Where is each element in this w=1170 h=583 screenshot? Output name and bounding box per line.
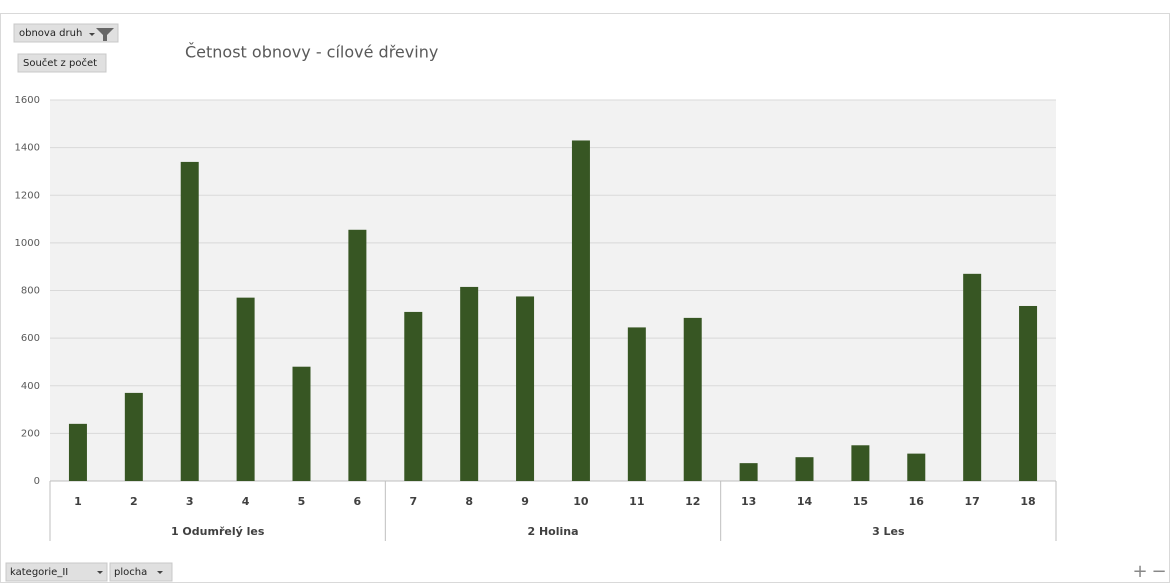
bar [236,297,255,481]
x-tick-label: 12 [685,495,700,508]
dropdown-arrow [157,571,163,574]
x-tick-label: 7 [409,495,417,508]
button-bg [17,53,107,73]
x-tick-label: 18 [1020,495,1035,508]
bar [516,296,535,481]
bar [851,445,870,481]
group-label: 1 Odumřelý les [171,525,265,538]
bar [683,317,702,481]
y-tick-label: 0 [34,476,40,487]
bar [180,161,199,481]
dropdown-arrow [89,33,95,36]
x-tick-label: 14 [797,495,813,508]
bar [627,327,646,481]
button-bg [13,23,119,43]
x-tick-label: 13 [741,495,756,508]
y-tick-label: 400 [21,381,40,392]
axis-field-button[interactable]: kategorie_II [5,562,108,582]
button-label: Součet z počet [23,57,97,69]
x-tick-label: 3 [186,495,194,508]
x-tick-label: 11 [629,495,644,508]
bar [795,457,814,481]
filter-button[interactable]: obnova druh [13,23,119,43]
bar [124,392,143,481]
button-bg [5,562,108,582]
value-button[interactable]: Součet z počet [17,53,107,73]
x-tick-label: 17 [965,495,980,508]
y-tick-label: 1600 [15,95,40,106]
y-tick-label: 1200 [15,190,40,201]
bar [907,453,926,481]
bar [739,463,758,481]
x-tick-label: 15 [853,495,868,508]
zoom-out[interactable]: − [1151,561,1166,582]
button-bg [109,562,173,582]
bar [571,140,590,481]
x-tick-label: 8 [465,495,473,508]
x-tick-label: 2 [130,495,138,508]
y-tick-label: 600 [21,333,40,344]
x-tick-label: 5 [298,495,306,508]
bar [404,311,423,481]
x-tick-label: 10 [573,495,589,508]
bar [963,273,982,481]
y-tick-label: 200 [21,428,40,439]
x-tick-label: 16 [909,495,925,508]
x-tick-label: 9 [521,495,529,508]
button-label: plocha [114,567,147,578]
x-tick-label: 6 [354,495,362,508]
group-label: 3 Les [872,525,905,538]
y-tick-label: 800 [21,286,40,297]
bar [292,366,311,481]
button-label: obnova druh [19,28,82,39]
bar [348,229,367,481]
bar [1019,305,1038,481]
axis-field-button[interactable]: plocha [109,562,173,582]
y-tick-label: 1400 [15,143,40,154]
zoom-in[interactable]: + [1132,561,1147,582]
x-tick-label: 1 [74,495,82,508]
chart-title: Četnost obnovy - cílové dřeviny [185,43,438,62]
bar [68,423,87,481]
button-label: kategorie_II [10,567,68,578]
y-tick-label: 1000 [15,238,40,249]
group-label: 2 Holina [527,525,578,538]
dropdown-arrow [97,571,103,574]
filter-icon [96,28,114,41]
x-tick-label: 4 [242,495,250,508]
bar [460,286,479,481]
